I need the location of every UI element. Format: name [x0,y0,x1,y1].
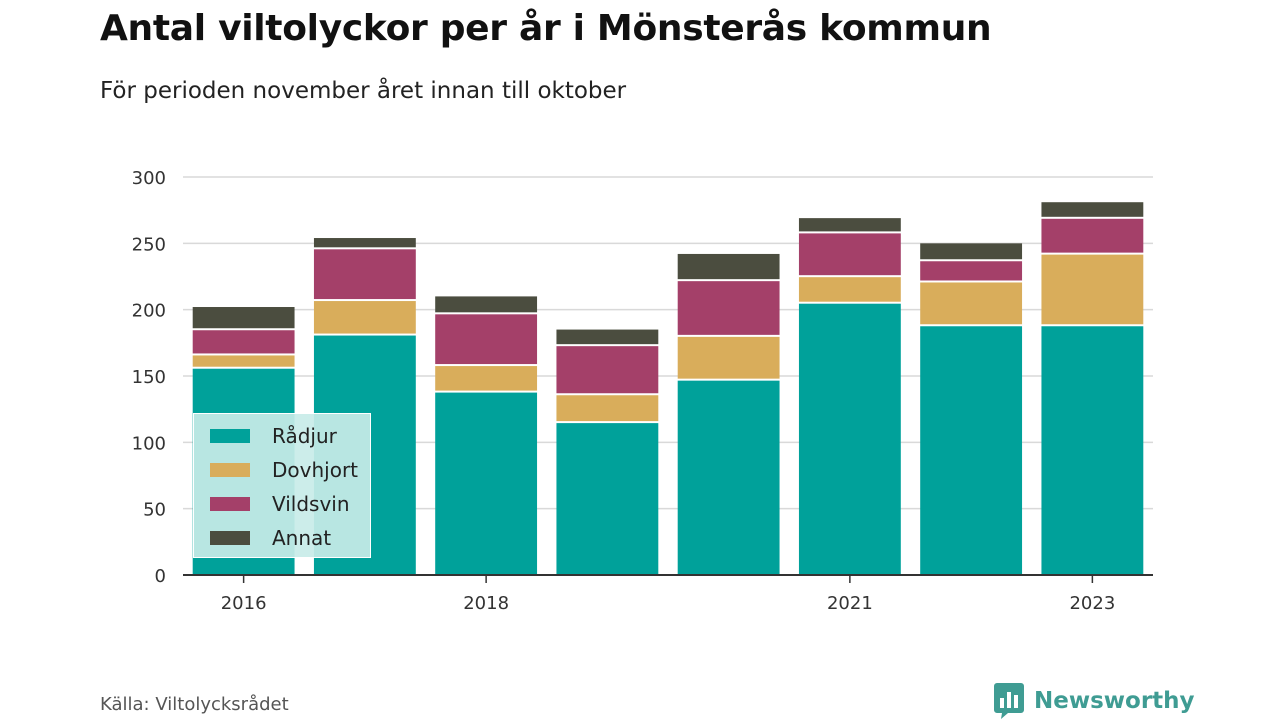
stacked-bar-chart: 0 50 100 150 200 250 300 2016 2018 2021 2023 [132,168,1153,614]
legend-swatch-annat [210,531,250,545]
bar-segment-annat-2016 [192,307,295,329]
brand-logo[interactable]: Newsworthy [994,683,1195,719]
legend-item-vildsvin: Vildsvin [210,489,350,519]
bar-segment-annat-2019 [556,329,659,345]
y-tick-label: 100 [132,433,166,454]
y-tick-label: 150 [132,367,166,388]
bar-segment-annat-2017 [313,238,416,248]
bar-segment-dovhjort-2022 [920,282,1023,325]
bar-segment-radjur-2018 [435,392,538,575]
bar-segment-vildsvin-2019 [556,346,659,394]
legend-item-radjur: Rådjur [210,421,337,451]
bar-segment-vildsvin-2022 [920,261,1023,281]
bar-segment-radjur-2019 [556,423,659,575]
bar-segment-dovhjort-2023 [1041,254,1144,325]
y-tick-label: 50 [143,500,166,521]
legend-label-annat: Annat [272,526,332,550]
bar-segment-dovhjort-2021 [798,277,901,302]
bar-segment-radjur-2023 [1041,326,1144,575]
legend-swatch-dovhjort [210,463,250,477]
bar-segment-annat-2018 [435,296,538,313]
chart-legend: Rådjur Dovhjort Vildsvin Annat [193,413,371,558]
bar-segment-radjur-2020 [677,380,780,575]
bar-segment-dovhjort-2018 [435,366,538,391]
x-tick-label: 2016 [221,593,267,614]
bar-segment-annat-2021 [798,218,901,232]
y-tick-label: 300 [132,168,166,189]
x-tick-label: 2023 [1069,593,1115,614]
chart-title: Antal viltolyckor per år i Mönsterås kom… [100,8,992,49]
bar-segment-vildsvin-2016 [192,330,295,354]
bar-segment-radjur-2021 [798,303,901,575]
bar-segment-vildsvin-2020 [677,281,780,335]
x-tick-label: 2018 [463,593,509,614]
bar-chart-speech-icon [994,683,1024,719]
x-tick-label: 2021 [827,593,873,614]
bar-segment-vildsvin-2021 [798,233,901,276]
bar-segment-dovhjort-2017 [313,301,416,334]
bar-segment-dovhjort-2016 [192,355,295,367]
legend-label-radjur: Rådjur [272,424,337,448]
bar-segment-dovhjort-2020 [677,336,780,379]
source-note: Källa: Viltolycksrådet [100,694,289,715]
bar-segment-vildsvin-2017 [313,249,416,300]
y-tick-label: 200 [132,301,166,322]
legend-item-annat: Annat [210,523,331,553]
bar-segment-annat-2023 [1041,202,1144,217]
y-tick-label: 250 [132,234,166,255]
legend-swatch-vildsvin [210,497,250,511]
legend-label-dovhjort: Dovhjort [272,458,359,482]
legend-item-dovhjort: Dovhjort [210,455,358,485]
chart-subtitle: För perioden november året innan till ok… [100,78,627,104]
bar-segment-dovhjort-2019 [556,395,659,422]
brand-name: Newsworthy [1034,688,1195,714]
bar-segment-vildsvin-2018 [435,314,538,365]
legend-swatch-radjur [210,429,250,443]
y-tick-label: 0 [155,566,166,587]
legend-label-vildsvin: Vildsvin [272,492,350,516]
bar-segment-annat-2022 [920,243,1023,260]
bar-segment-radjur-2022 [920,326,1023,575]
bar-segment-vildsvin-2023 [1041,218,1144,253]
bar-segment-annat-2020 [677,253,780,280]
